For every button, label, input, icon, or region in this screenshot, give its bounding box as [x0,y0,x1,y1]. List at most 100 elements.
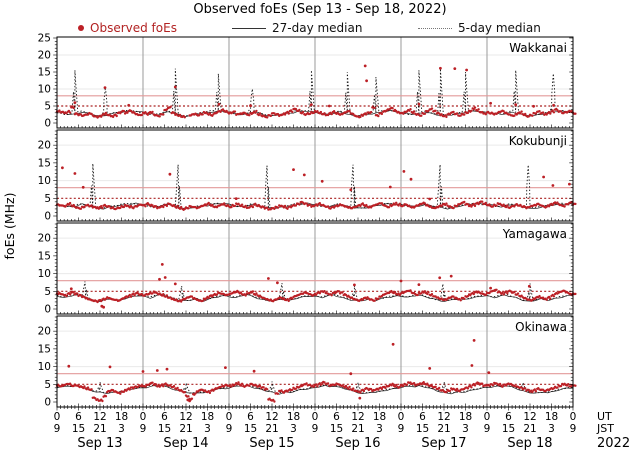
legend-item-median27: 27-day median [232,20,362,36]
jst-tick-label: 15 [158,423,171,435]
y-tick-label: 20 [38,50,51,62]
panel-okinawa: 0 5 10 15 20 Okinawa [38,315,577,409]
jst-tick-label: 9 [312,423,319,435]
panel-wakkanai: 0 5 10 15 20 25 Wakkanai [38,33,577,130]
y-tick-label: 20 [38,140,51,152]
dotted-line-icon [418,27,452,29]
panel-border [56,222,574,315]
date-label: Sep 16 [335,436,380,451]
y-tick-label: 15 [38,250,51,262]
jst-tick-label: 15 [416,423,429,435]
ut-tick-label: 18 [287,411,300,423]
station-label: Yamagawa [502,227,567,241]
jst-tick-label: 3 [548,423,555,435]
ut-tick-label: 6 [333,411,340,423]
jst-tick-label: 3 [118,423,125,435]
station-label: Wakkanai [509,41,567,55]
jst-tick-label: 21 [351,423,364,435]
jst-axis-label: JST [596,422,614,435]
ut-tick-label: 0 [226,411,233,423]
legend-item-median5: 5-day median [418,20,541,36]
ut-tick-label: 0 [570,411,577,423]
ut-tick-label: 12 [351,411,364,423]
date-label: Sep 15 [249,436,294,451]
ut-tick-label: 12 [265,411,278,423]
y-tick-label: 15 [38,157,51,169]
jst-tick-label: 9 [570,423,577,435]
ut-tick-label: 18 [373,411,386,423]
median5-line [56,281,574,302]
jst-tick-label: 21 [265,423,278,435]
ut-tick-label: 6 [505,411,512,423]
ut-tick-label: 12 [437,411,450,423]
y-tick-label: 0 [44,211,51,223]
ut-tick-label: 6 [75,411,82,423]
date-label: Sep 13 [77,436,122,451]
solid-line-icon [232,27,266,29]
chart-legend: Observed foEs 27-day median 5-day median [0,20,640,36]
jst-tick-label: 21 [93,423,106,435]
ut-tick-label: 12 [93,411,106,423]
jst-tick-label: 9 [226,423,233,435]
ut-tick-label: 12 [179,411,192,423]
jst-tick-label: 9 [54,423,61,435]
ut-tick-label: 18 [545,411,558,423]
date-label: Sep 17 [421,436,466,451]
y-tick-label: 10 [38,268,51,280]
station-label: Okinawa [515,320,567,334]
y-tick-label: 20 [38,326,51,338]
station-label: Kokubunji [509,134,567,148]
y-tick-label: 0 [44,118,51,130]
jst-tick-label: 15 [72,423,85,435]
date-label: Sep 18 [507,436,552,451]
y-tick-label: 10 [38,361,51,373]
jst-tick-label: 9 [140,423,147,435]
jst-tick-label: 15 [330,423,343,435]
observed-dots [55,263,577,309]
y-tick-label: 25 [38,33,51,45]
jst-tick-label: 21 [523,423,536,435]
ut-tick-label: 0 [54,411,61,423]
y-tick-label: 5 [44,101,51,113]
date-label: Sep 14 [163,436,208,451]
ut-tick-label: 6 [247,411,254,423]
jst-tick-label: 3 [376,423,383,435]
ut-tick-label: 12 [523,411,536,423]
ut-tick-label: 0 [140,411,147,423]
y-tick-label: 15 [38,67,51,79]
legend-item-observed: Observed foEs [78,20,177,36]
panel-border [56,36,574,129]
year-label: 2022 [597,436,630,451]
ut-tick-label: 0 [398,411,405,423]
x-axis: 0961512211830961512211830961512211830961… [54,407,630,451]
y-axis-label: foEs (MHz) [2,193,17,260]
jst-tick-label: 3 [204,423,211,435]
y-tick-label: 20 [38,233,51,245]
ut-tick-label: 6 [419,411,426,423]
jst-tick-label: 21 [179,423,192,435]
y-tick-label: 0 [44,304,51,316]
ut-tick-label: 0 [484,411,491,423]
y-tick-label: 5 [44,379,51,391]
y-tick-label: 0 [44,397,51,409]
jst-tick-label: 21 [437,423,450,435]
observed-dots [55,166,577,211]
jst-tick-label: 15 [244,423,257,435]
jst-tick-label: 9 [484,423,491,435]
observed-dots [55,64,577,119]
panel-border [56,129,574,222]
y-tick-label: 10 [38,84,51,96]
y-tick-label: 5 [44,286,51,298]
observed-dot-icon [78,25,84,31]
jst-tick-label: 3 [462,423,469,435]
legend-median27-label: 27-day median [272,21,363,35]
observed-dots [55,339,577,403]
ut-tick-label: 18 [115,411,128,423]
legend-median5-label: 5-day median [458,21,541,35]
ut-tick-label: 18 [459,411,472,423]
ut-tick-label: 6 [161,411,168,423]
y-tick-label: 15 [38,343,51,355]
jst-tick-label: 9 [398,423,405,435]
legend-observed-label: Observed foEs [90,21,177,35]
